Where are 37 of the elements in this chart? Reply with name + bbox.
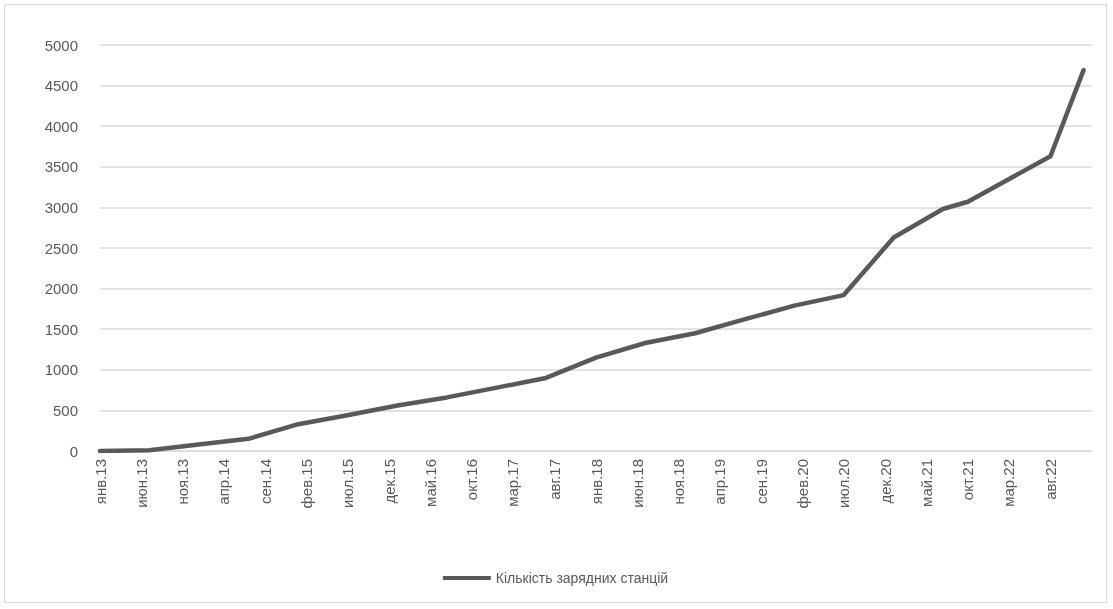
y-tick-label: 2500 xyxy=(44,239,78,257)
legend-label: Кількість зарядних станцій xyxy=(495,570,669,586)
x-tick-label: дек.15 xyxy=(380,459,398,504)
x-tick-label: июл.20 xyxy=(835,459,853,508)
x-tick-label: июн.18 xyxy=(628,459,646,508)
y-tick-label: 1000 xyxy=(44,361,78,379)
x-tick-label: ноя.18 xyxy=(670,459,688,505)
y-tick-label: 3500 xyxy=(44,158,78,176)
y-tick-label: 5000 xyxy=(44,36,78,54)
x-tick-label: апр.14 xyxy=(215,459,233,505)
x-tick-label: окт.21 xyxy=(959,459,977,501)
x-tick-label: авг.22 xyxy=(1041,459,1059,500)
y-tick-label: 1500 xyxy=(44,320,78,338)
y-tick-label: 4500 xyxy=(44,77,78,95)
y-tick-label: 3000 xyxy=(44,198,78,216)
y-tick-label: 0 xyxy=(69,442,78,460)
x-tick-label: июн.13 xyxy=(132,459,150,508)
y-tick-label: 500 xyxy=(52,401,78,419)
x-tick-label: сен.19 xyxy=(752,459,770,504)
x-tick-label: мар.22 xyxy=(1000,459,1018,507)
x-tick-label: май.21 xyxy=(917,459,935,507)
y-tick-label: 4000 xyxy=(44,117,78,135)
x-tick-label: янв.18 xyxy=(587,459,605,505)
x-tick-label: окт.16 xyxy=(463,459,481,501)
x-tick-label: май.16 xyxy=(421,459,439,507)
x-tick-label: мар.17 xyxy=(504,459,522,507)
line-series xyxy=(97,67,1086,454)
x-tick-label: ноя.13 xyxy=(174,459,192,505)
x-tick-label: сен.14 xyxy=(256,459,274,504)
x-tick-label: авг.17 xyxy=(545,459,563,500)
x-tick-label: фев.15 xyxy=(298,459,316,509)
x-tick-label: фев.20 xyxy=(794,459,812,509)
x-tick-label: дек.20 xyxy=(876,459,894,504)
x-tick-label: апр.19 xyxy=(711,459,729,505)
x-tick-label: июл.15 xyxy=(338,459,356,508)
x-tick-label: янв.13 xyxy=(91,459,109,505)
y-tick-label: 2000 xyxy=(44,280,78,298)
